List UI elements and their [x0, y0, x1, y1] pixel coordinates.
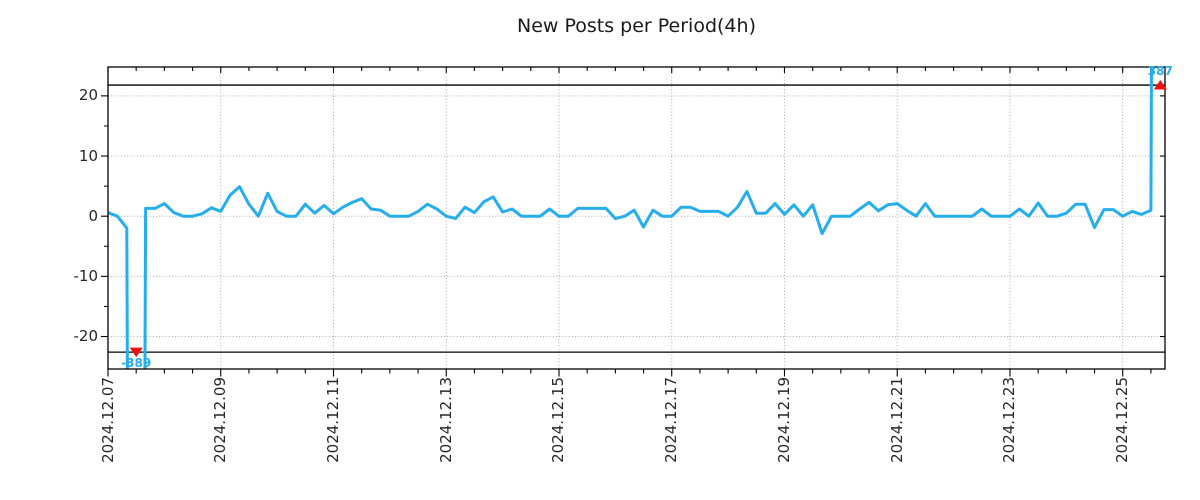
chart-title: New Posts per Period(4h)	[517, 15, 756, 37]
plot-frame	[107, 66, 1166, 370]
x-tick-label: 2024.12.09	[211, 377, 230, 463]
series-line	[108, 67, 1153, 369]
y-tick-label: 10	[78, 146, 98, 165]
x-tick-label: 2024.12.23	[1000, 377, 1019, 463]
x-tick-label: 2024.12.21	[887, 377, 906, 463]
x-tick-label: 2024.12.25	[1113, 377, 1132, 463]
x-tick-label: 2024.12.17	[662, 377, 681, 463]
x-tick-label: 2024.12.19	[774, 377, 793, 463]
x-tick-label: 2024.12.11	[323, 377, 342, 463]
x-tick-label: 2024.12.15	[549, 377, 568, 463]
max-marker-icon	[1153, 80, 1167, 90]
y-tick-label: -10	[73, 266, 99, 285]
y-tick-label: 20	[78, 86, 98, 105]
x-tick-label: 2024.12.07	[98, 377, 117, 463]
y-tick-label: 0	[88, 206, 98, 225]
y-tick-label: -20	[73, 327, 99, 345]
min-value-annotation: -389	[121, 356, 152, 371]
x-tick-label: 2024.12.13	[436, 377, 455, 463]
min-marker-icon	[129, 347, 143, 358]
max-value-annotation: 387	[1147, 64, 1173, 78]
